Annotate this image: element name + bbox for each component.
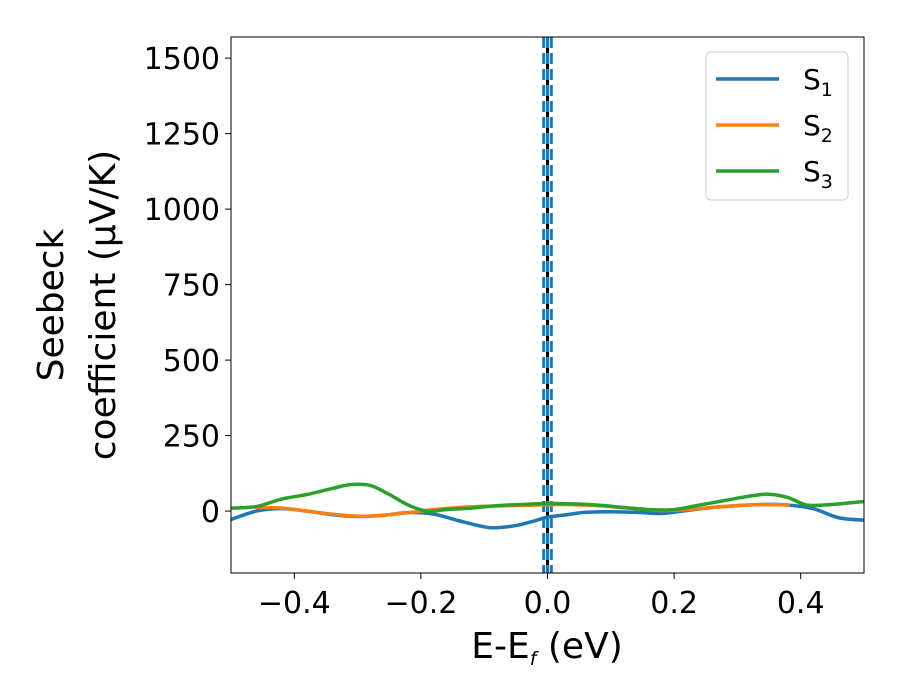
y-tick-label: 0 — [201, 495, 220, 530]
y-tick-label: 1500 — [144, 42, 220, 77]
y-tick-label: 500 — [163, 344, 220, 379]
legend-label-3: S3 — [803, 155, 833, 193]
x-tick-label: 0.4 — [777, 586, 825, 621]
y-tick-label: 250 — [163, 420, 220, 455]
x-tick-label: −0.2 — [384, 586, 457, 621]
series-lines — [231, 482, 864, 530]
y-axis-title: Seebeck coefficient (μV/K) — [31, 150, 124, 460]
x-tick-label: 0.2 — [650, 586, 698, 621]
series-line-2 — [254, 502, 790, 519]
y-tick-label: 1250 — [144, 118, 220, 153]
x-tick-label: 0.0 — [524, 586, 572, 621]
x-axis-ticks: −0.4 −0.2 0.0 0.2 0.4 — [258, 573, 825, 621]
y-axis-title-line2: coefficient (μV/K) — [83, 150, 124, 460]
plot-content — [231, 37, 864, 573]
x-axis-title: E-Ef (eV) — [471, 626, 623, 670]
series-line-3 — [231, 482, 864, 514]
plot-frame — [230, 36, 865, 574]
vertical-lines — [542, 37, 553, 573]
y-tick-label: 750 — [163, 269, 220, 304]
legend: S1 S2 S3 — [705, 51, 849, 201]
legend-label-2: S2 — [803, 109, 833, 147]
y-axis-ticks: 0 250 500 750 1000 1250 1500 — [144, 42, 231, 530]
y-axis-title-line1: Seebeck — [31, 228, 72, 381]
x-tick-label: −0.4 — [258, 586, 331, 621]
legend-label-1: S1 — [803, 63, 833, 101]
y-tick-label: 1000 — [144, 193, 220, 228]
